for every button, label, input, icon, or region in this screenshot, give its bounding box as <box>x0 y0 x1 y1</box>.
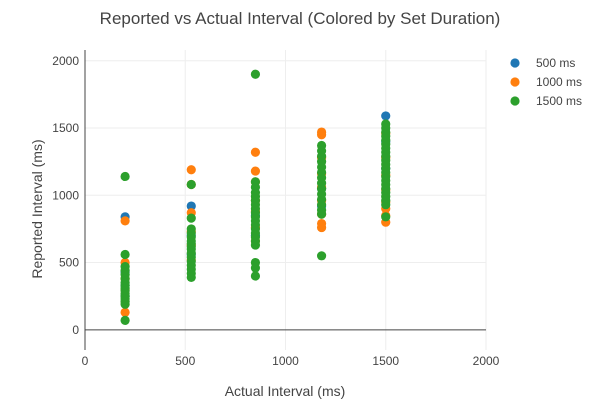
y-tick-label: 0 <box>72 323 79 337</box>
legend-marker <box>510 96 520 106</box>
y-tick-label: 1500 <box>52 121 79 135</box>
data-point <box>120 315 130 326</box>
x-tick-label: 1000 <box>272 354 299 368</box>
legend-item[interactable]: 1000 ms <box>510 75 582 89</box>
data-point <box>186 272 196 282</box>
data-point <box>250 166 261 176</box>
data-point <box>250 271 261 281</box>
data-point <box>250 69 261 79</box>
data-point <box>120 216 130 226</box>
data-point <box>120 171 130 182</box>
series-3 <box>120 69 391 326</box>
legend-item[interactable]: 1500 ms <box>510 94 582 108</box>
data-point <box>120 249 130 260</box>
legend-label: 500 ms <box>536 56 575 70</box>
grid-lines <box>85 50 487 350</box>
data-point <box>316 209 327 219</box>
data-point <box>316 222 327 233</box>
y-tick-label: 1000 <box>52 188 79 202</box>
x-tick-label: 0 <box>82 354 89 368</box>
legend-label: 1000 ms <box>536 75 582 89</box>
x-axis-title: Actual Interval (ms) <box>225 383 346 399</box>
legend-marker <box>510 58 520 68</box>
chart-title: Reported vs Actual Interval (Colored by … <box>100 9 501 28</box>
data-point <box>120 299 130 309</box>
y-tick-label: 500 <box>59 256 79 270</box>
tick-labels: 0 500 1000 1500 2000 0 500 1000 1500 2000 <box>52 54 499 368</box>
legend-item[interactable]: 500 ms <box>510 56 575 70</box>
data-point <box>250 263 261 273</box>
data-point <box>316 251 327 261</box>
legend-label: 1500 ms <box>536 94 582 108</box>
data-point <box>381 111 391 121</box>
data-point <box>186 213 196 223</box>
legend[interactable]: 500 ms 1000 ms 1500 ms <box>510 56 582 108</box>
y-axis-title: Reported Interval (ms) <box>29 139 45 278</box>
data-point <box>186 179 196 190</box>
data-point <box>250 240 261 250</box>
x-tick-label: 500 <box>175 354 195 368</box>
data-point <box>316 130 327 140</box>
data-point <box>120 307 130 317</box>
axes <box>84 50 486 350</box>
legend-marker <box>510 77 520 87</box>
data-point <box>186 165 196 175</box>
y-tick-label: 2000 <box>52 54 79 68</box>
x-tick-label: 2000 <box>473 354 500 368</box>
data-point <box>381 200 391 210</box>
x-tick-label: 1500 <box>372 354 399 368</box>
data-point <box>186 201 196 211</box>
data-point <box>381 212 391 222</box>
data-point <box>250 147 261 157</box>
data-points <box>120 69 391 326</box>
